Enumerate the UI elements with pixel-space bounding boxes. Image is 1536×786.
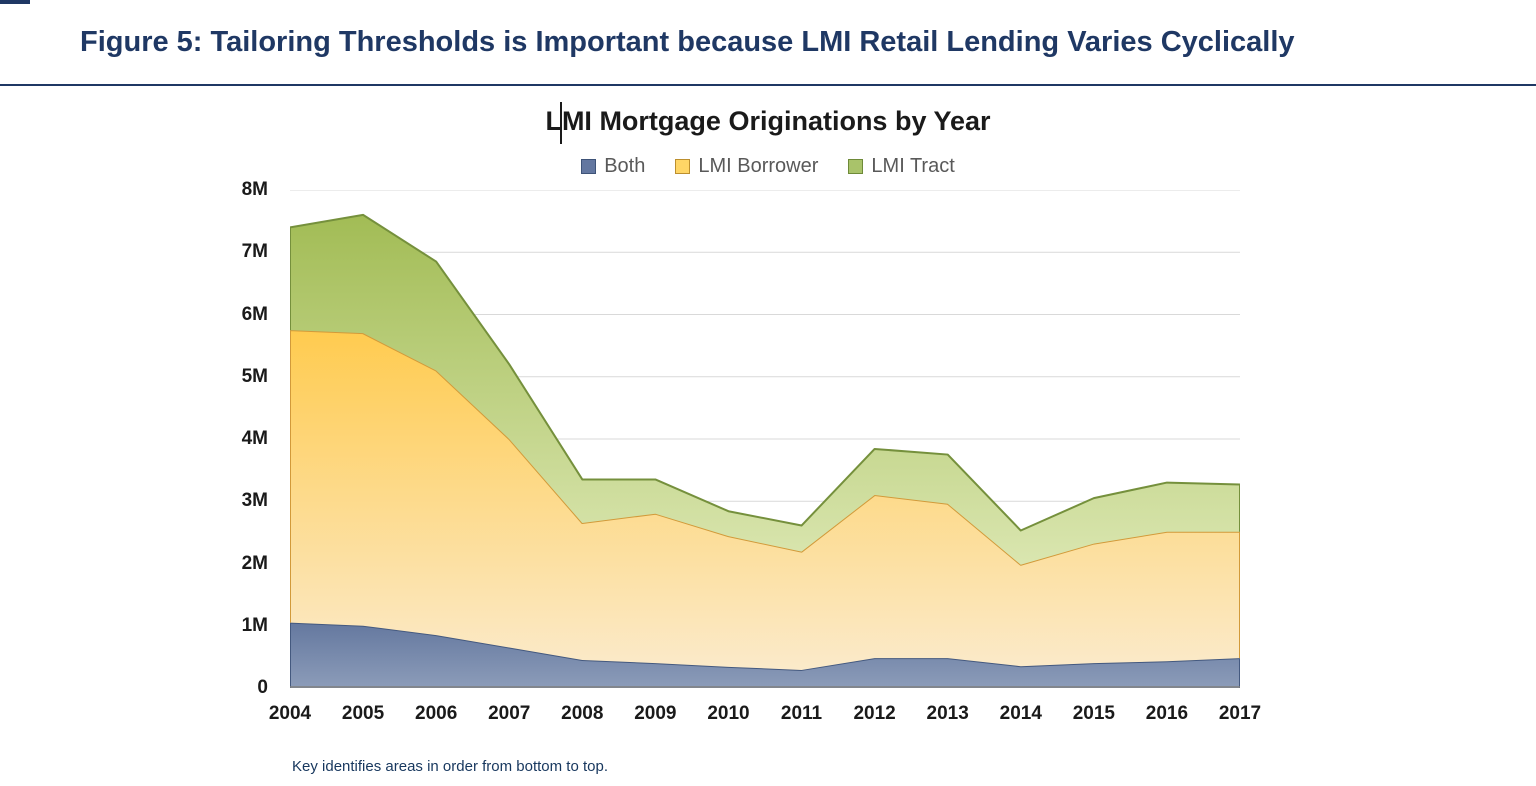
title-divider (0, 84, 1536, 86)
x-axis-label: 2006 (415, 703, 458, 724)
legend-label-lmi-tract: LMI Tract (871, 155, 955, 177)
x-axis-label: 2010 (707, 703, 750, 724)
area-edge-lmi-tract (290, 213, 1240, 532)
y-axis-label: 1M (241, 614, 268, 636)
legend-swatch-lmi-borrower (675, 159, 691, 174)
y-axis-labels: 0 1M 2M 3M 4M 5M 6M 7M 8M (0, 179, 276, 698)
legend-swatch-lmi-tract (848, 159, 864, 174)
x-axis-label: 2016 (1145, 703, 1189, 724)
area-lmi-borrower (290, 330, 1240, 670)
y-axis-label: 2M (241, 552, 268, 574)
x-axis-label: 2012 (853, 703, 896, 724)
x-axis-labels: 2004 2005 2006 2007 2008 2009 2010 2011 2012 2013… (269, 702, 1261, 732)
y-axis-label: 8M (241, 179, 268, 200)
legend-label-both: Both (604, 155, 646, 177)
legend: Both LMI Borrower LMI Tract (0, 155, 1536, 178)
y-axis-label: 3M (241, 490, 268, 512)
y-axis-label: 6M (241, 303, 268, 325)
x-axis-label: 2005 (341, 703, 385, 724)
y-axis-label: 0 (257, 677, 268, 698)
corner-mark (0, 0, 30, 4)
y-axis-label: 5M (241, 365, 268, 387)
x-axis-label: 2017 (1218, 703, 1262, 724)
x-axis-label: 2004 (268, 703, 312, 724)
area-lmi-tract (290, 214, 1240, 565)
x-axis-label: 2009 (634, 703, 677, 724)
legend-item-both: Both (581, 155, 645, 178)
x-axis-label: 2013 (926, 703, 969, 724)
legend-item-lmi-borrower: LMI Borrower (675, 155, 818, 178)
text-cursor (560, 102, 562, 144)
y-axis-label: 7M (241, 241, 268, 263)
x-axis-label: 2011 (780, 703, 823, 724)
plot-area (290, 190, 1240, 688)
chart-title: LMI Mortgage Originations by Year (545, 106, 991, 136)
x-axis-label: 2007 (488, 703, 531, 724)
legend-item-lmi-tract: LMI Tract (848, 155, 955, 178)
area-both (290, 622, 1240, 688)
y-axis-label: 4M (241, 428, 268, 449)
figure-title: Figure 5: Tailoring Thresholds is Import… (80, 26, 1295, 58)
footnote: Key identifies areas in order from botto… (292, 758, 608, 775)
stacked-area-chart (290, 190, 1240, 688)
x-axis-label: 2014 (999, 703, 1042, 724)
legend-swatch-both (581, 159, 597, 174)
legend-label-lmi-borrower: LMI Borrower (698, 155, 819, 177)
x-axis-label: 2015 (1072, 703, 1115, 724)
x-axis-label: 2008 (561, 703, 604, 724)
